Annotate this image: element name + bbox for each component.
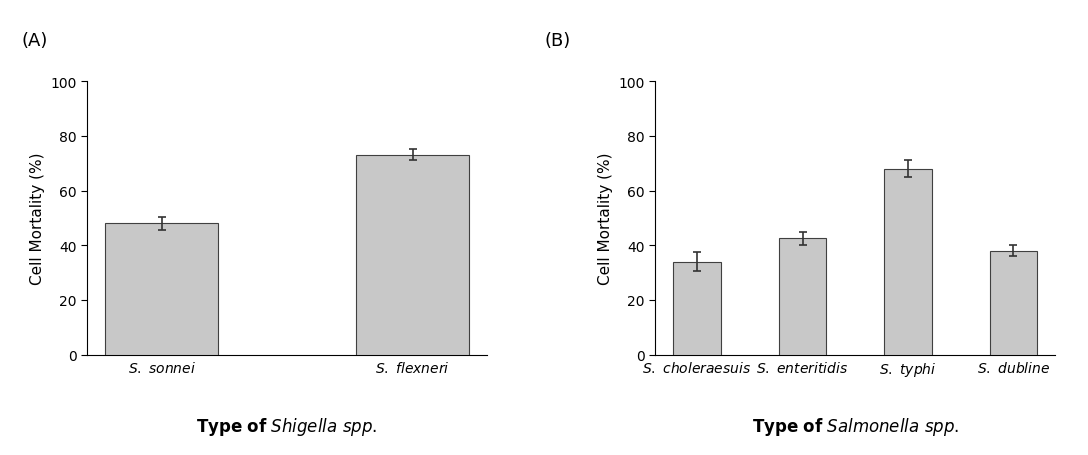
Bar bbox=[990, 251, 1037, 355]
Text: (B): (B) bbox=[544, 32, 570, 50]
Text: $\mathbf{Type\ of}$ $\mathbf{\it{Shigella\ spp.}}$: $\mathbf{Type\ of}$ $\mathbf{\it{Shigell… bbox=[197, 415, 378, 437]
Bar bbox=[779, 239, 826, 355]
Text: (A): (A) bbox=[22, 32, 48, 50]
Bar bbox=[106, 224, 218, 355]
Bar bbox=[885, 169, 931, 355]
Y-axis label: Cell Mortality (%): Cell Mortality (%) bbox=[29, 152, 45, 284]
Bar bbox=[356, 156, 469, 355]
Text: $\mathbf{Type\ of}$ $\mathbf{\it{Salmonella\ spp.}}$: $\mathbf{Type\ of}$ $\mathbf{\it{Salmone… bbox=[752, 415, 959, 437]
Y-axis label: Cell Mortality (%): Cell Mortality (%) bbox=[598, 152, 613, 284]
Bar bbox=[673, 262, 721, 355]
